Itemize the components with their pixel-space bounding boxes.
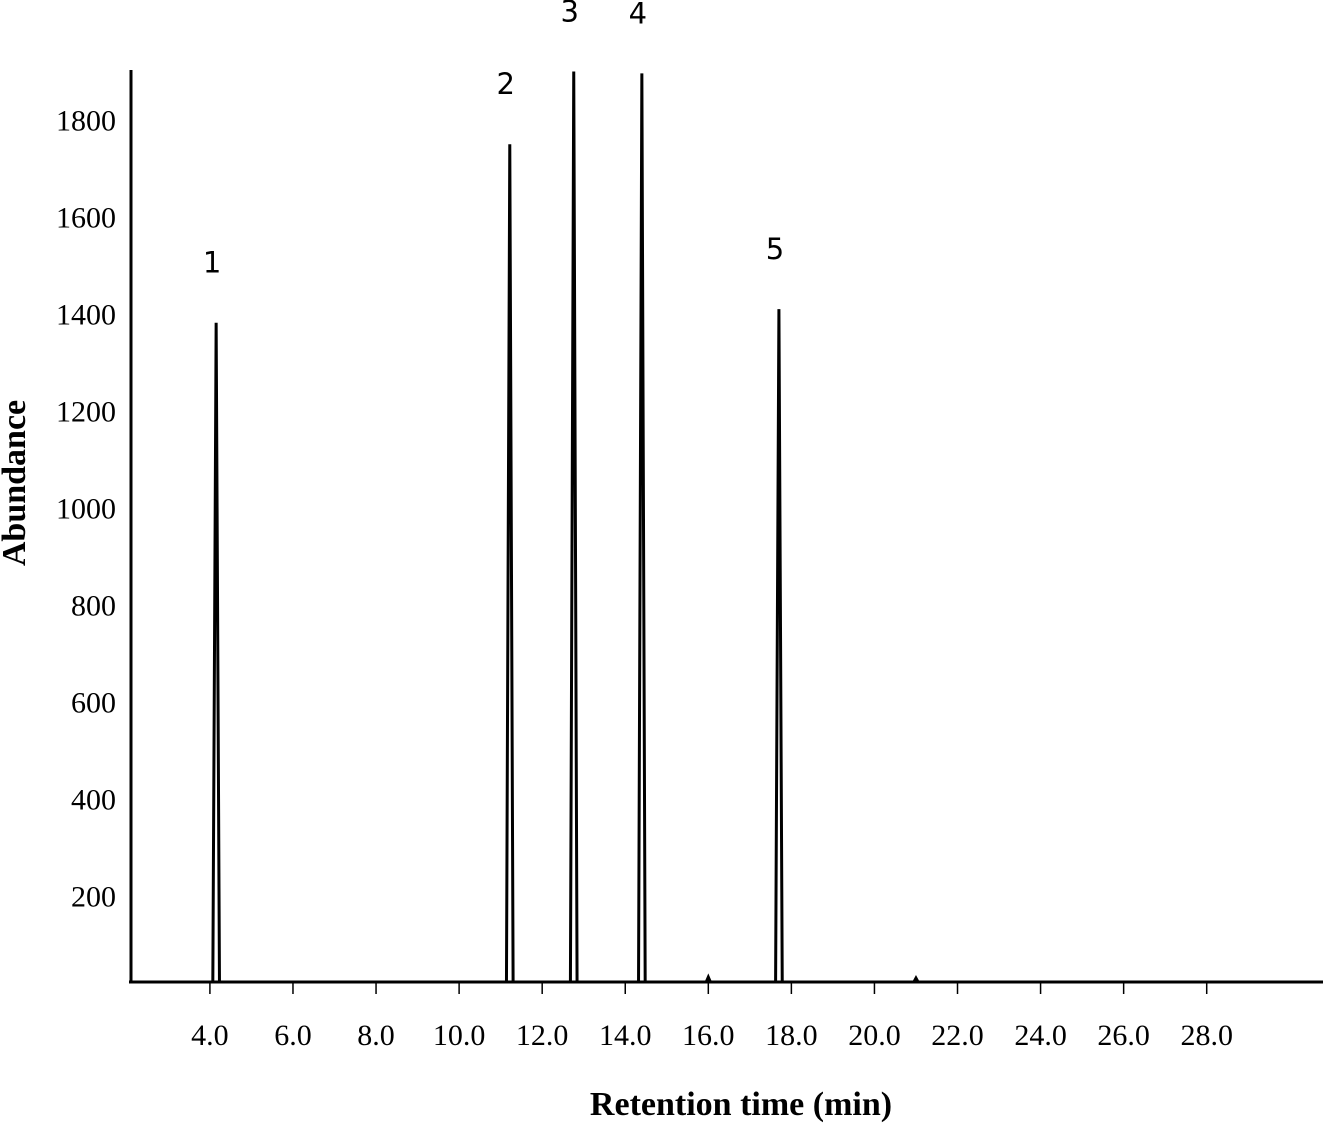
x-tick-label: 10.0 — [433, 1019, 486, 1052]
chromatogram-line — [131, 71, 1323, 984]
y-tick-label: 200 — [71, 880, 116, 913]
y-tick-label: 600 — [71, 686, 116, 719]
peak-label: 4 — [629, 0, 647, 30]
x-tick-label: 26.0 — [1097, 1019, 1150, 1052]
peak-label: 3 — [561, 0, 579, 28]
peak-label: 1 — [203, 246, 221, 280]
x-tick-label: 16.0 — [682, 1019, 735, 1052]
y-tick-label: 1200 — [56, 395, 116, 428]
y-tick-label: 1800 — [56, 104, 116, 137]
x-tick-label: 24.0 — [1014, 1019, 1067, 1052]
x-tick-label: 20.0 — [848, 1019, 901, 1052]
x-tick-label: 28.0 — [1180, 1019, 1233, 1052]
y-tick-label: 1000 — [56, 492, 116, 525]
x-tick-label: 12.0 — [516, 1019, 569, 1052]
x-axis-title: Retention time (min) — [590, 1086, 892, 1123]
x-tick-label: 18.0 — [765, 1019, 818, 1052]
x-tick-label: 22.0 — [931, 1019, 984, 1052]
peak-label: 2 — [497, 67, 515, 101]
x-tick-label: 6.0 — [274, 1019, 312, 1052]
x-tick-label: 8.0 — [357, 1019, 395, 1052]
y-tick-label: 1600 — [56, 201, 116, 234]
x-tick-label: 4.0 — [191, 1019, 229, 1052]
y-tick-label: 400 — [71, 783, 116, 816]
y-tick-label: 800 — [71, 589, 116, 622]
y-axis-title: Abundance — [0, 400, 33, 566]
y-tick-label: 1400 — [56, 298, 116, 331]
peak-label: 5 — [766, 232, 784, 266]
x-tick-label: 14.0 — [599, 1019, 652, 1052]
